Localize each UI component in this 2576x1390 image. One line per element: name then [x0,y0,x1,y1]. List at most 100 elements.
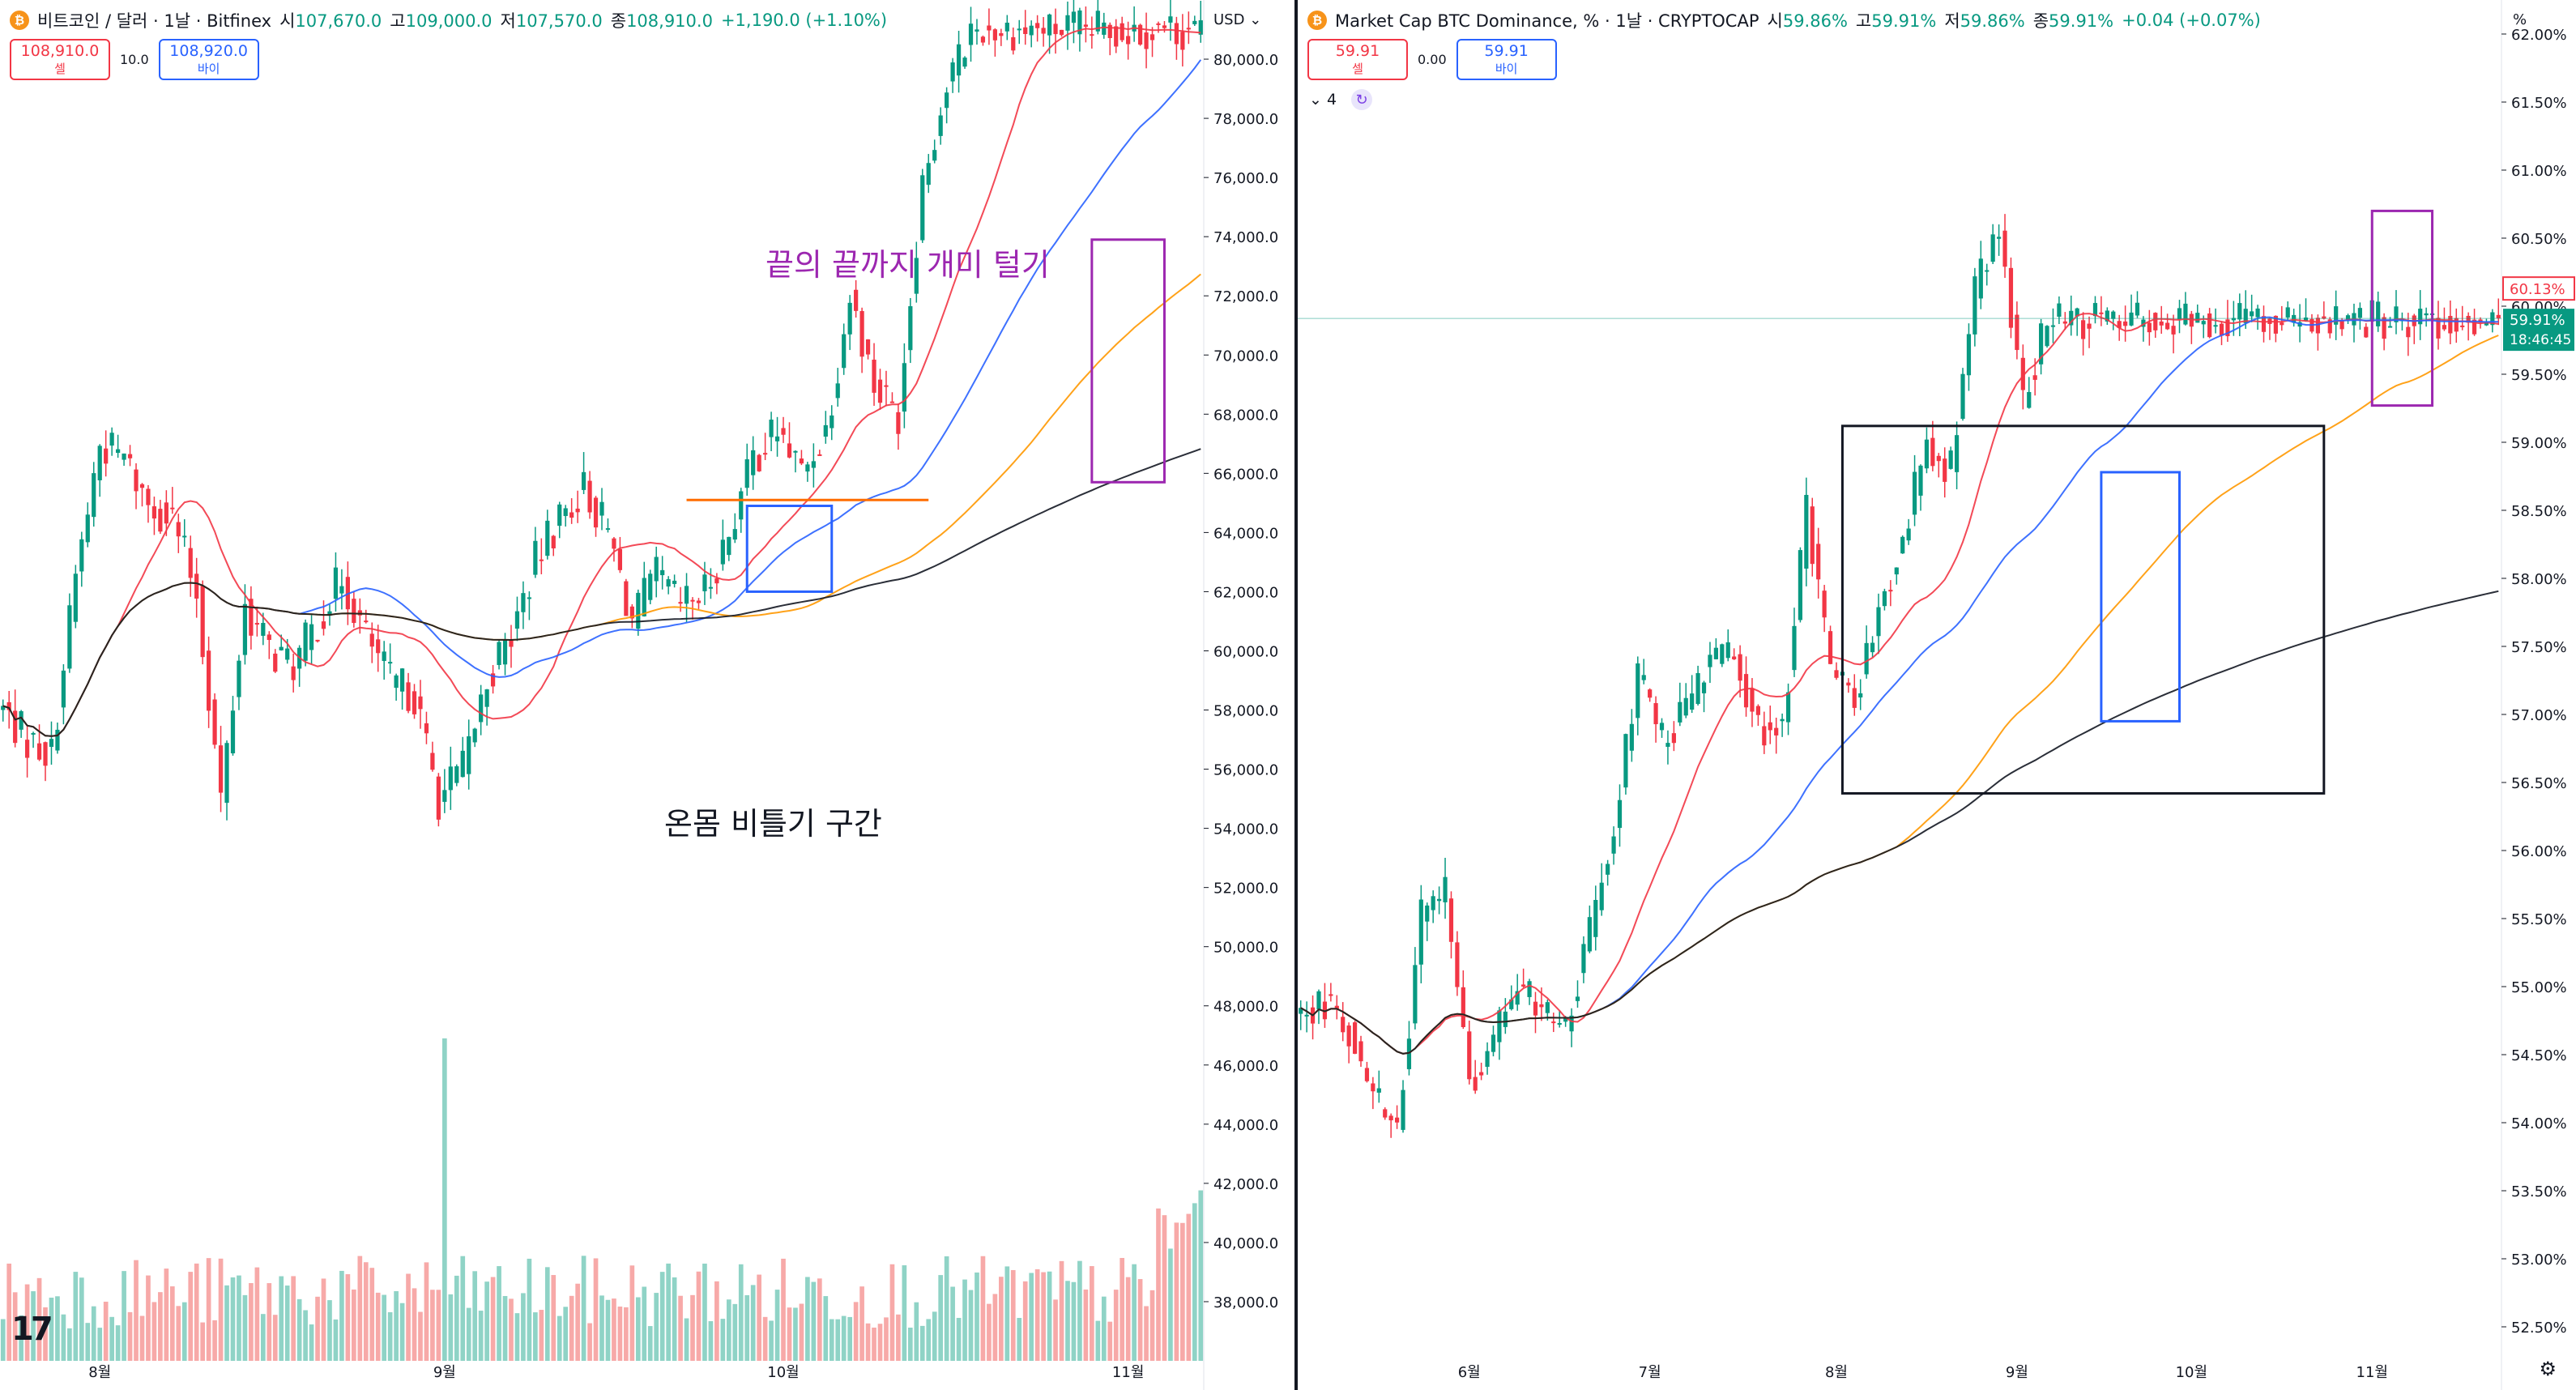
volume-bar [363,1262,369,1361]
candle-body [2219,323,2224,336]
candle-body [1641,675,1646,680]
candle-body [261,622,266,636]
candle-body [291,666,296,680]
volume-bar [1071,1281,1077,1361]
volume-bar [272,1315,278,1361]
candle-body [19,710,23,730]
volume-bar [1101,1296,1107,1361]
btc-dominance-chart-panel[interactable]: 52.50% 53.00% 53.50% 54.00% 54.50% 55.00% 55.5… [1298,0,2576,1390]
volume-bar [599,1295,604,1361]
volume-bar [527,1258,532,1361]
settings-gear-icon[interactable]: ⚙ [2539,1358,2557,1380]
candle-body [2062,321,2067,324]
dominance-candlestick-chart[interactable]: 52.50% 53.00% 53.50% 54.00% 54.50% 55.00% 55.5… [1298,0,2576,1390]
candle-body [2201,321,2206,325]
right-buy-button[interactable]: 59.91 바이 [1456,39,1557,80]
volume-bar [750,1285,756,1361]
candle-body [896,411,901,434]
volume-bar [521,1293,526,1361]
ma-value-badge-text: 60.13% [2510,281,2565,298]
candle-body [1095,11,1100,32]
candle-body [321,621,326,629]
candle-body [1683,697,1688,716]
candle-body [92,473,96,518]
candle-body [872,360,876,393]
y-tick-label: 55.00% [2511,979,2567,996]
volume-bar [1168,1248,1173,1361]
volume-bar [769,1320,774,1361]
left-sell-button[interactable]: 108,910.0 셀 [10,39,110,80]
volume-bar [714,1281,719,1361]
candle-body [781,428,786,435]
candle-body [1071,11,1077,23]
refresh-icon[interactable]: ↻ [1351,89,1373,110]
candle-body [146,488,151,505]
candle-body [151,506,157,519]
candle-body [1780,718,1785,722]
candle-body [1102,22,1107,35]
panel-divider[interactable] [1294,0,1298,1390]
y-tick-label: 68,000.0 [1213,407,1278,424]
candle-body [1029,25,1034,36]
tradingview-logo[interactable]: 17 [11,1311,53,1348]
candle-body [1388,1115,1393,1121]
volume-bar [484,1281,489,1361]
volume-bar [575,1283,580,1361]
candle-body [448,766,453,791]
candle-body [1545,1002,1550,1013]
right-chart-title[interactable]: Market Cap BTC Dominance, % · 1날 · CRYPT… [1335,11,1759,31]
candle-body [714,578,719,584]
right-sell-button[interactable]: 59.91 셀 [1307,39,1408,80]
price-axis [1204,0,1294,1390]
volume-bar [1041,1272,1046,1361]
volume-bar [502,1295,508,1361]
candle-body [2243,309,2248,323]
candle-body [2273,315,2278,334]
volume-bar [944,1256,949,1361]
candle-body [787,443,792,458]
candle-body [333,567,339,599]
candle-body [1695,672,1700,705]
btc-candlestick-chart[interactable]: 38,000.0 40,000.0 42,000.0 44,000.0 46,000.0… [0,0,1294,1390]
volume-bar [919,1325,925,1361]
y-tick-label: 56,000.0 [1213,762,1278,779]
candle-body [279,646,284,650]
left-chart-title[interactable]: 비트코인 / 달러 · 1날 · Bitfinex [37,11,272,31]
candle-body [1678,701,1683,723]
candle-body [1738,654,1742,681]
y-tick-label: 38,000.0 [1213,1294,1278,1311]
candle-body [1455,942,1460,987]
candle-body [811,461,816,468]
volume-bar [387,1311,393,1361]
candle-body [1713,647,1718,659]
candle-body [2020,357,2025,390]
volume-bar [181,1302,187,1361]
candle-body [2183,303,2188,325]
candle-body [1168,16,1173,23]
candle-body [1521,984,1526,987]
candle-body [1581,944,1586,974]
candle-body [1503,1011,1508,1027]
candle-body [2406,326,2411,338]
y-tick-label: 72,000.0 [1213,288,1278,305]
volume-bar [97,1328,103,1361]
left-ohlc-low: 저107,570.0 [500,11,603,31]
volume-bar [720,1319,726,1361]
candle-body [49,739,54,748]
candle-body [2153,313,2158,330]
x-tick-label: 10월 [2176,1364,2207,1381]
candle-body [1606,863,1610,875]
candle-body [376,639,381,654]
volume-bar [968,1290,974,1361]
left-buy-button[interactable]: 108,920.0 바이 [158,39,259,80]
left-currency-dropdown[interactable]: USD ⌄ [1213,11,1262,28]
volume-bar [1004,1266,1010,1361]
volume-bar [872,1327,876,1361]
candle-body [2387,326,2393,328]
candle-body [1985,270,1990,272]
candle-body [914,258,919,294]
volume-bar [738,1264,744,1361]
btc-price-chart-panel[interactable]: 38,000.0 40,000.0 42,000.0 44,000.0 46,000.0… [0,0,1294,1390]
indicators-collapse-toggle[interactable]: ⌄ 4 [1309,91,1337,109]
volume-bar [12,1292,18,1361]
